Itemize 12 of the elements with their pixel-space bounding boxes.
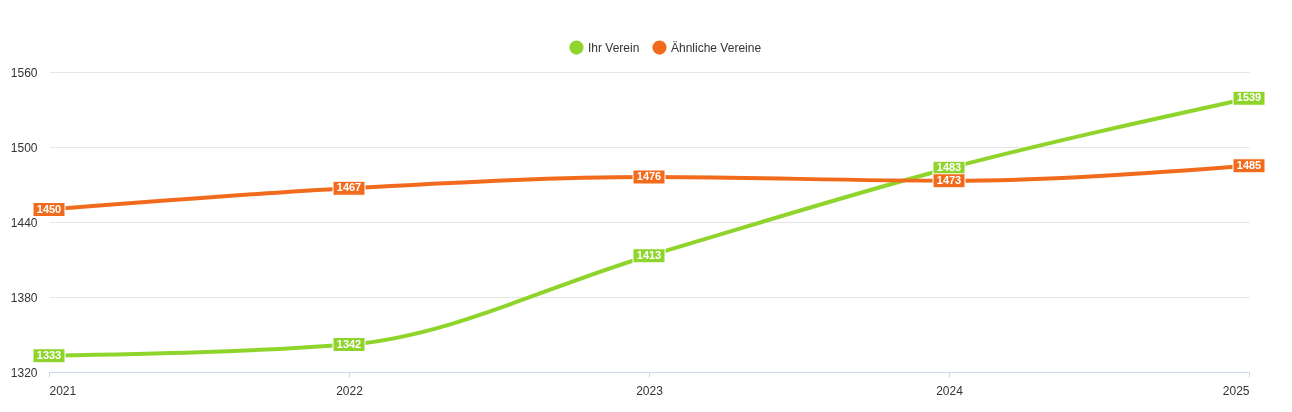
x-tick-label: 2022 <box>336 383 364 398</box>
y-tick-label: 1560 <box>10 65 38 80</box>
y-tick-label: 1500 <box>10 140 38 155</box>
x-tick-label: 2024 <box>936 383 964 398</box>
x-tick-label: 2025 <box>1222 383 1250 398</box>
y-tick-label: 1380 <box>10 290 38 305</box>
legend-label: Ähnliche Vereine <box>671 40 762 55</box>
x-tick-label: 2021 <box>49 383 77 398</box>
y-tick-label: 1440 <box>10 215 38 230</box>
y-tick-label: 1320 <box>10 365 38 380</box>
legend-label: Ihr Verein <box>588 40 640 55</box>
x-tick-label: 2023 <box>636 383 664 398</box>
